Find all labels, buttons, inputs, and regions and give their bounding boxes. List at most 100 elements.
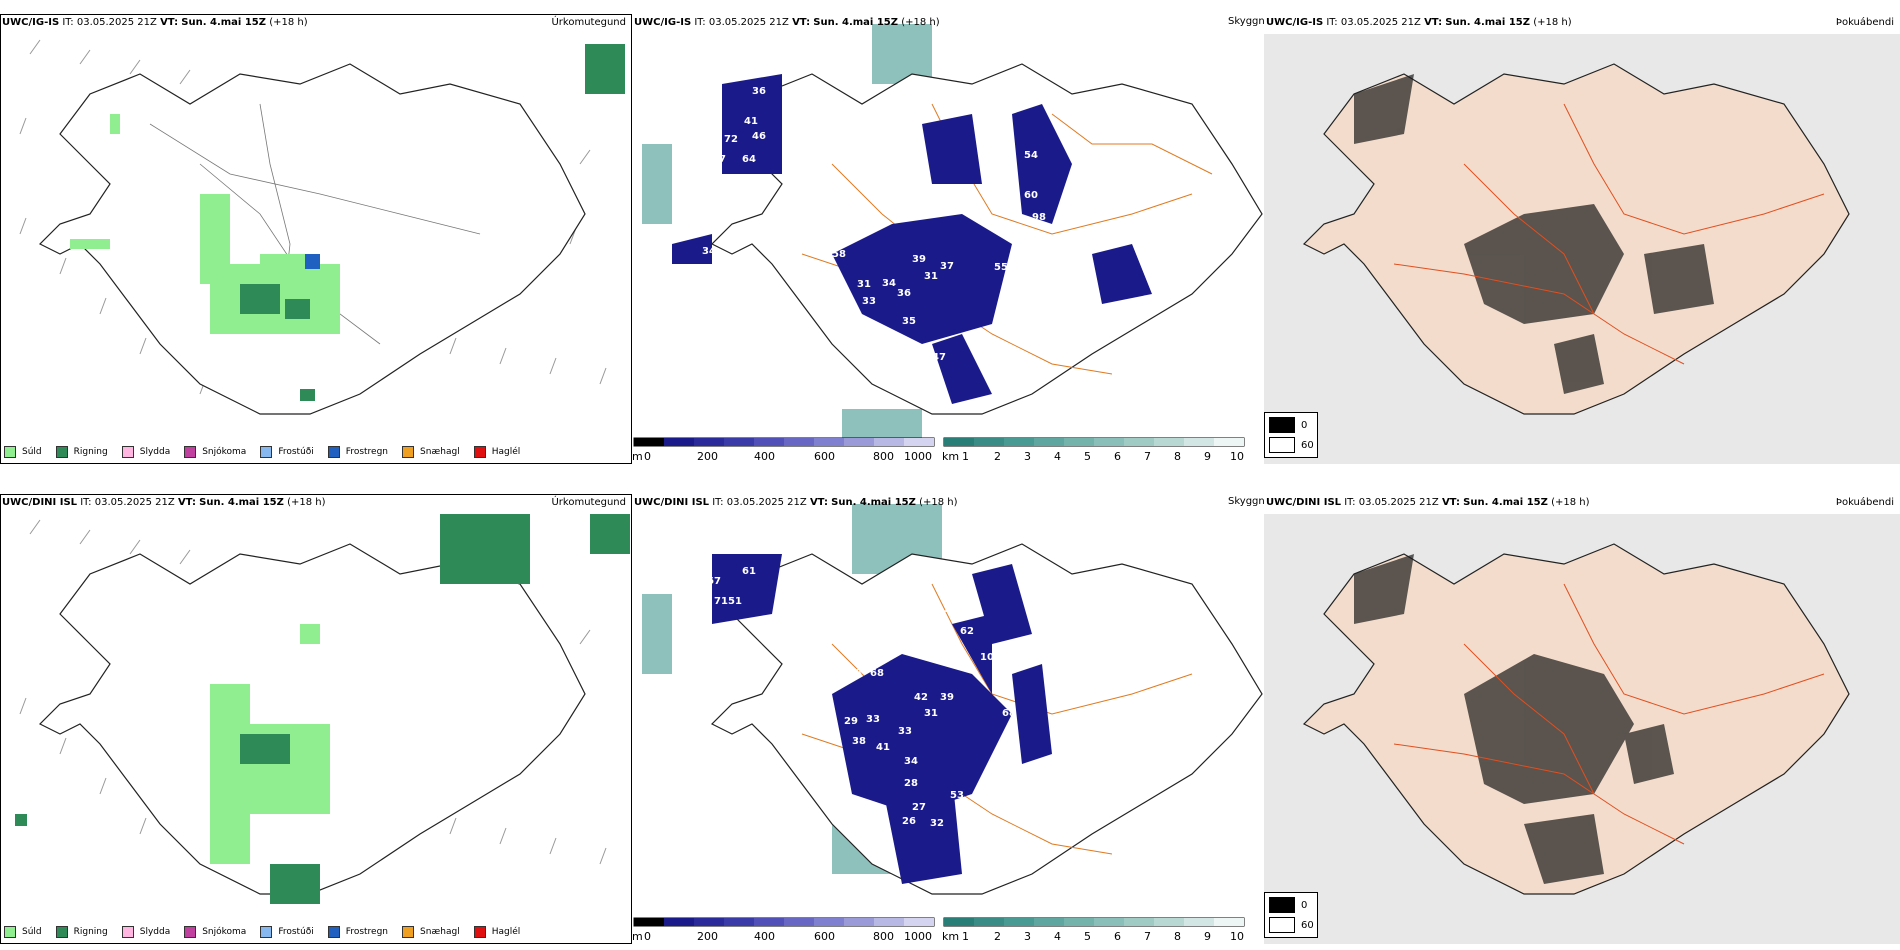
svg-text:97: 97: [712, 154, 726, 165]
svg-text:55: 55: [1010, 282, 1024, 293]
fog-index-map-top: UWC/IG-IS IT: 03.05.2025 21Z VT: Sun. 4.…: [1264, 14, 1900, 464]
legend-swatch: [327, 446, 340, 458]
svg-text:55: 55: [830, 668, 844, 679]
iceland-visibility-map: 67 61 79 71 51 55 68 68 42 39 38 29 33 3…: [642, 504, 1263, 895]
svg-text:38: 38: [852, 736, 866, 747]
svg-text:39: 39: [940, 692, 954, 703]
svg-text:33: 33: [862, 296, 876, 307]
svg-text:27: 27: [912, 802, 926, 813]
svg-text:47: 47: [932, 352, 946, 363]
svg-text:51: 51: [728, 596, 742, 607]
svg-text:41: 41: [932, 388, 946, 399]
svg-text:37: 37: [940, 261, 954, 272]
legend-swatch: [4, 446, 16, 458]
svg-text:32: 32: [930, 818, 944, 829]
legend-swatch: [402, 446, 415, 458]
legend-swatch: [402, 926, 415, 938]
fog-legend: 0 60: [1264, 412, 1318, 458]
svg-text:41: 41: [744, 116, 758, 127]
fog-legend: 0 60: [1264, 892, 1318, 938]
svg-text:33: 33: [898, 726, 912, 737]
map-header: UWC/IG-IS IT: 03.05.2025 21Z VT: Sun. 4.…: [1266, 17, 1572, 28]
precip-legend: Súld Rigning Slydda Snjókoma Frostúði Fr…: [4, 926, 520, 938]
svg-text:34: 34: [904, 756, 918, 767]
iceland-fog-map: [1264, 34, 1900, 464]
svg-text:29: 29: [844, 716, 858, 727]
svg-text:60: 60: [1024, 190, 1038, 201]
svg-text:31: 31: [857, 279, 871, 290]
svg-text:68: 68: [1002, 708, 1016, 719]
visibility-panel-title: Skyggni: [1228, 496, 1268, 507]
precip-type-map-top: UWC/IG-IS IT: 03.05.2025 21Z VT: Sun. 4.…: [0, 14, 632, 464]
panel-title: Þokuábendi: [1835, 497, 1894, 508]
svg-text:64: 64: [742, 154, 756, 165]
svg-text:72: 72: [724, 134, 738, 145]
map-header: UWC/DINI ISL IT: 03.05.2025 21Z VT: Sun.…: [634, 497, 958, 508]
legend-swatch: [260, 926, 273, 938]
svg-text:34: 34: [882, 278, 896, 289]
legend-swatch: [121, 926, 134, 938]
svg-text:41: 41: [876, 742, 890, 753]
svg-text:56: 56: [912, 384, 926, 395]
svg-text:31: 31: [924, 271, 938, 282]
map-header: UWC/DINI ISL IT: 03.05.2025 21Z VT: Sun.…: [2, 497, 326, 508]
svg-text:98: 98: [1032, 212, 1046, 223]
svg-text:70: 70: [782, 146, 796, 157]
svg-text:36: 36: [752, 86, 766, 97]
legend-swatch: [184, 446, 197, 458]
fog-index-map-bottom: UWC/DINI ISL IT: 03.05.2025 21Z VT: Sun.…: [1264, 494, 1900, 944]
visibility-panel-title: Skyggni: [1228, 16, 1268, 27]
svg-text:35: 35: [902, 316, 916, 327]
map-header: UWC/IG-IS IT: 03.05.2025 21Z VT: Sun. 4.…: [634, 17, 940, 28]
svg-text:54: 54: [992, 680, 1006, 691]
svg-text:68: 68: [848, 668, 862, 679]
svg-text:36: 36: [897, 288, 911, 299]
svg-text:46: 46: [752, 131, 766, 142]
svg-text:31: 31: [924, 708, 938, 719]
svg-text:52: 52: [832, 224, 846, 235]
iceland-fog-map: [1264, 514, 1900, 944]
svg-text:67: 67: [707, 576, 721, 587]
map-header: UWC/IG-IS IT: 03.05.2025 21Z VT: Sun. 4.…: [2, 17, 308, 28]
visibility-map-bottom: 67 61 79 71 51 55 68 68 42 39 38 29 33 3…: [632, 494, 1264, 944]
legend-swatch: [327, 926, 340, 938]
svg-text:79: 79: [777, 586, 791, 597]
iceland-outline: [38, 63, 586, 415]
legend-swatch: [184, 926, 197, 938]
svg-text:33: 33: [866, 714, 880, 725]
legend-swatch: [121, 446, 134, 458]
iceland-precip-map: [15, 514, 630, 904]
svg-text:34: 34: [702, 246, 716, 257]
svg-text:52: 52: [944, 604, 958, 615]
svg-text:44: 44: [727, 236, 741, 247]
svg-text:35: 35: [682, 686, 696, 697]
svg-text:53: 53: [950, 790, 964, 801]
svg-text:39: 39: [912, 254, 926, 265]
legend-swatch: [4, 926, 16, 938]
map-frame: [0, 14, 632, 464]
visibility-colorbar: km 1 2 3 4 5 6 7 8 9 10: [942, 916, 1264, 944]
svg-text:61: 61: [742, 566, 756, 577]
visibility-map-top: 36 41 46 70 72 64 97 34 44 52 58 31 33 3…: [632, 14, 1264, 464]
svg-text:68: 68: [870, 668, 884, 679]
svg-text:28: 28: [904, 778, 918, 789]
svg-text:58: 58: [832, 249, 846, 260]
panel-title: Úrkomutegund: [551, 17, 626, 28]
legend-swatch: [473, 926, 486, 938]
svg-text:62: 62: [960, 626, 974, 637]
svg-text:42: 42: [914, 692, 928, 703]
map-frame: [0, 494, 632, 944]
precip-legend: Súld Rigning Slydda Snjókoma Frostúði Fr…: [4, 446, 520, 458]
legend-swatch: [55, 446, 68, 458]
svg-text:52: 52: [907, 342, 921, 353]
iceland-visibility-map: 36 41 46 70 72 64 97 34 44 52 58 31 33 3…: [642, 24, 1263, 439]
legend-swatch: [473, 446, 486, 458]
svg-text:250: 250: [972, 420, 993, 431]
map-header: UWC/DINI ISL IT: 03.05.2025 21Z VT: Sun.…: [1266, 497, 1590, 508]
legend-swatch: [55, 926, 68, 938]
legend-swatch: [260, 446, 273, 458]
svg-text:55: 55: [994, 262, 1008, 273]
ceiling-colorbar: m 0 200 400 600 800 1000: [632, 436, 942, 464]
ceiling-colorbar: m 0 200 400 600 800 1000: [632, 916, 942, 944]
visibility-colorbar: km 1 2 3 4 5 6 7 8 9 10: [942, 436, 1264, 464]
